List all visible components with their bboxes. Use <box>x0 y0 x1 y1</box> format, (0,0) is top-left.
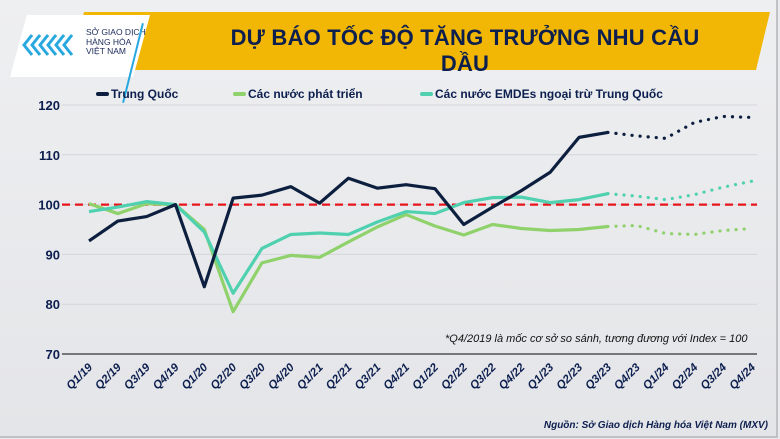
legend-china: Trung Quốc <box>96 87 178 101</box>
x-tick-label: Q3/21 <box>353 362 384 393</box>
chart-title: DỰ BÁO TỐC ĐỘ TĂNG TRƯỞNG NHU CẦU DẦU <box>230 25 700 76</box>
series-forecast-1 <box>606 223 754 237</box>
x-tick-label: Q2/24 <box>670 361 701 392</box>
x-tick-label: Q4/24 <box>727 361 758 392</box>
title-banner <box>70 12 770 70</box>
x-tick-label: Q3/23 <box>583 361 614 392</box>
x-tick-label: Q1/20 <box>180 361 211 392</box>
legend-emdes: Các nước EMDEs ngoại trừ Trung Quốc <box>420 87 663 101</box>
y-tick-label: 80 <box>46 297 60 312</box>
x-tick-label: Q4/21 <box>382 362 413 393</box>
y-tick-label: 110 <box>39 148 60 163</box>
series-line-1 <box>88 202 609 314</box>
x-tick-label: Q3/20 <box>237 361 268 392</box>
logo-mark-icon <box>22 34 74 56</box>
logo-line: SỞ GIAO DỊCH <box>86 27 146 37</box>
x-tick-label: Q1/24 <box>641 361 672 392</box>
x-tick-label: Q4/22 <box>497 361 528 392</box>
x-tick-label: Q1/22 <box>410 361 441 392</box>
series-forecast-2 <box>606 179 754 202</box>
x-tick-label: Q1/23 <box>526 361 557 392</box>
logo-line: VIỆT NAM <box>86 46 126 56</box>
legend-label: Trung Quốc <box>111 87 179 101</box>
x-tick-label: Q3/22 <box>468 361 499 392</box>
y-tick-label: 120 <box>38 98 60 113</box>
legend-swatch <box>420 92 433 96</box>
x-tick-label: Q1/19 <box>64 361 95 392</box>
logo-text: SỞ GIAO DỊCH HÀNG HÓA VIỆT NAM <box>86 27 146 57</box>
legend-swatch <box>96 92 109 96</box>
x-tick-label: Q4/20 <box>266 361 297 392</box>
series-line-0 <box>88 130 609 289</box>
legend-developed: Các nước phát triển <box>233 87 363 101</box>
x-tick-label: Q2/21 <box>324 362 355 393</box>
x-tick-label: Q3/19 <box>122 361 153 392</box>
logo <box>10 15 150 77</box>
y-tick-label: 70 <box>46 347 60 362</box>
chart-note: *Q4/2019 là mốc cơ sở so sánh, tương đươ… <box>445 333 748 345</box>
x-tick-label: Q3/24 <box>699 361 730 392</box>
y-tick-label: 100 <box>38 198 60 213</box>
series-forecast-0 <box>606 114 754 141</box>
x-tick-label: Q1/21 <box>295 362 326 393</box>
x-tick-label: Q4/19 <box>151 361 182 392</box>
logo-line: HÀNG HÓA <box>86 36 132 47</box>
legend-swatch <box>233 92 246 96</box>
x-tick-label: Q2/22 <box>439 361 470 392</box>
x-tick-label: Q2/20 <box>209 361 240 392</box>
legend-label: Các nước phát triển <box>248 87 363 101</box>
legend-label: Các nước EMDEs ngoại trừ Trung Quốc <box>435 87 663 101</box>
x-tick-label: Q4/23 <box>612 361 643 392</box>
y-tick-label: 90 <box>46 247 60 262</box>
x-tick-label: Q2/23 <box>555 361 586 392</box>
x-tick-label: Q2/19 <box>93 361 124 392</box>
source-text: Nguồn: Sở Giao dịch Hàng hóa Việt Nam (M… <box>543 420 768 431</box>
